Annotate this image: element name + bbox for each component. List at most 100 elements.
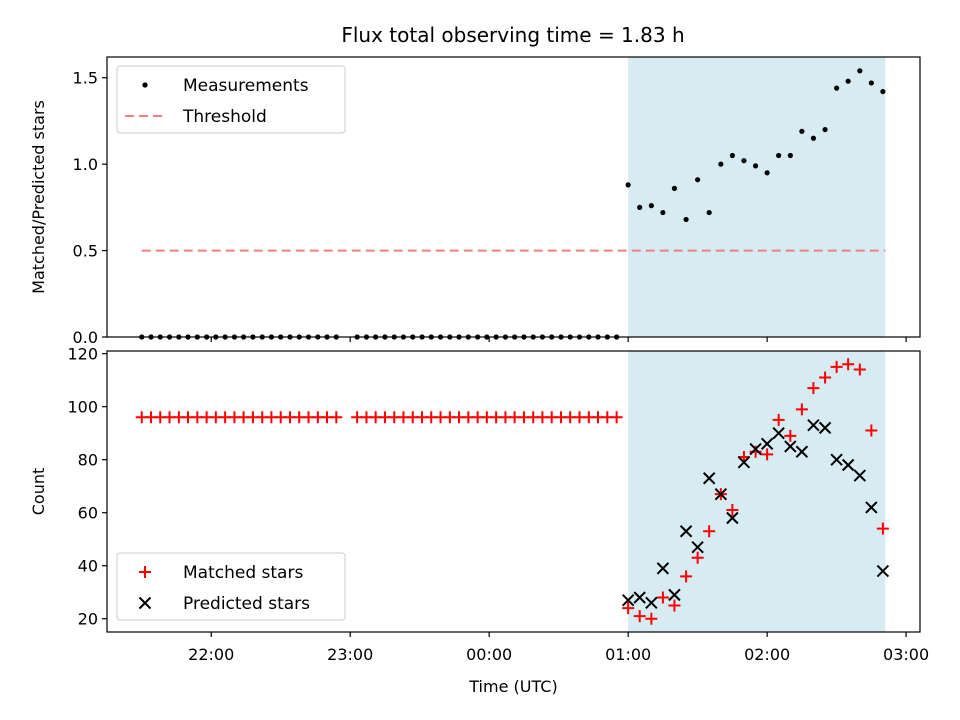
observing-span — [628, 351, 886, 632]
axes-frame — [106, 350, 921, 633]
y-tick-label: 0.0 — [73, 328, 98, 347]
legend-marker — [139, 566, 151, 578]
predicted-point — [772, 426, 785, 440]
predicted-point — [621, 593, 635, 607]
matched-point — [842, 358, 855, 371]
matched-point — [703, 525, 716, 538]
predicted-point — [795, 445, 809, 458]
legend-marker — [138, 596, 152, 610]
matched-point — [761, 448, 774, 461]
x-tick-label: 02:00 — [744, 645, 790, 664]
x-tick-label: 00:00 — [466, 645, 512, 664]
matched-point — [610, 411, 623, 424]
matched-point — [772, 413, 785, 426]
ratio-panel: 0.0 0.5 1.0 1.5 Matched/Predicted stars Measu… — [29, 56, 921, 347]
measurement-point — [741, 158, 747, 164]
predicted-point — [702, 472, 716, 485]
predicted-point — [760, 437, 774, 450]
measurement-point — [857, 68, 863, 74]
legend-box — [116, 65, 346, 134]
matched-point — [876, 522, 889, 535]
observing-span — [628, 57, 886, 337]
measurement-point — [706, 209, 712, 216]
predicted-point — [737, 456, 751, 469]
legend-label: Threshold — [182, 107, 267, 127]
measurement-point — [868, 80, 874, 86]
matched-point — [853, 363, 866, 376]
measurement-point — [776, 152, 782, 159]
predicted-point — [807, 419, 820, 432]
predicted-point — [865, 501, 878, 514]
measurement-point — [718, 161, 724, 167]
series-0 — [135, 358, 889, 625]
measurement-point — [648, 203, 654, 209]
legend-label: Matched stars — [183, 563, 303, 583]
predicted-point — [726, 511, 739, 525]
y-tick-label: 40 — [78, 557, 98, 576]
matched-point — [795, 403, 808, 416]
x-axis-label: Time (UTC) — [468, 677, 557, 696]
series-1 — [621, 419, 890, 610]
predicted-point — [633, 591, 646, 604]
y-tick-label: 0.5 — [73, 242, 98, 261]
y-tick-label: 60 — [78, 504, 98, 523]
legend: Measurements Threshold — [116, 65, 346, 134]
measurement-point — [752, 163, 759, 169]
measurement-point — [764, 170, 770, 176]
measurement-point — [845, 78, 851, 84]
y-axis-label: Matched/Predicted stars — [29, 100, 48, 294]
predicted-point — [830, 453, 843, 466]
legend: Matched stars Predicted stars — [116, 552, 346, 621]
matched-point — [865, 424, 878, 437]
measurement-point — [729, 152, 735, 159]
matched-point — [830, 360, 843, 373]
legend-label: Measurements — [183, 76, 309, 96]
matched-point — [668, 599, 681, 612]
predicted-point — [668, 588, 681, 602]
x-tick-label: 03:00 — [883, 645, 929, 664]
matched-point — [656, 591, 669, 604]
measurement-point — [822, 126, 828, 133]
matched-point — [726, 504, 739, 517]
y-tick-label: 20 — [78, 610, 98, 629]
matched-point — [691, 551, 704, 564]
predicted-point — [691, 540, 704, 554]
predicted-point — [853, 469, 867, 482]
y-axis-label: Count — [29, 468, 48, 516]
legend-marker — [142, 82, 148, 88]
predicted-point — [784, 440, 797, 453]
matched-point — [330, 411, 343, 424]
chart-title: Flux total observing time = 1.83 h — [341, 23, 684, 47]
legend-box — [116, 552, 346, 621]
matched-point — [645, 612, 658, 625]
measurement-point — [637, 204, 643, 210]
predicted-point — [679, 525, 693, 538]
y-tick-label: 1.5 — [73, 69, 98, 88]
x-tick-label: 01:00 — [605, 645, 651, 664]
matched-point — [807, 382, 820, 395]
predicted-point — [841, 458, 855, 472]
predicted-point — [818, 421, 832, 435]
measurement-point — [799, 128, 805, 134]
matched-point — [819, 371, 832, 384]
measurement-point — [834, 85, 840, 91]
matched-point — [633, 610, 646, 623]
matched-point — [622, 602, 635, 615]
x-tick-label: 23:00 — [327, 645, 373, 664]
measurement-point — [695, 177, 701, 183]
matched-point — [784, 429, 797, 442]
predicted-point — [876, 564, 890, 578]
measurement-point — [810, 135, 817, 141]
measurement-point — [787, 152, 793, 159]
predicted-point — [749, 442, 762, 456]
predicted-point — [645, 596, 658, 610]
measurement-point — [880, 88, 886, 95]
legend-label: Predicted stars — [183, 594, 310, 614]
predicted-point — [656, 562, 670, 575]
measurement-point — [625, 182, 631, 188]
matched-point — [680, 570, 693, 583]
measurement-point — [683, 216, 689, 223]
predicted-point — [714, 487, 728, 501]
measurement-point — [671, 185, 678, 191]
